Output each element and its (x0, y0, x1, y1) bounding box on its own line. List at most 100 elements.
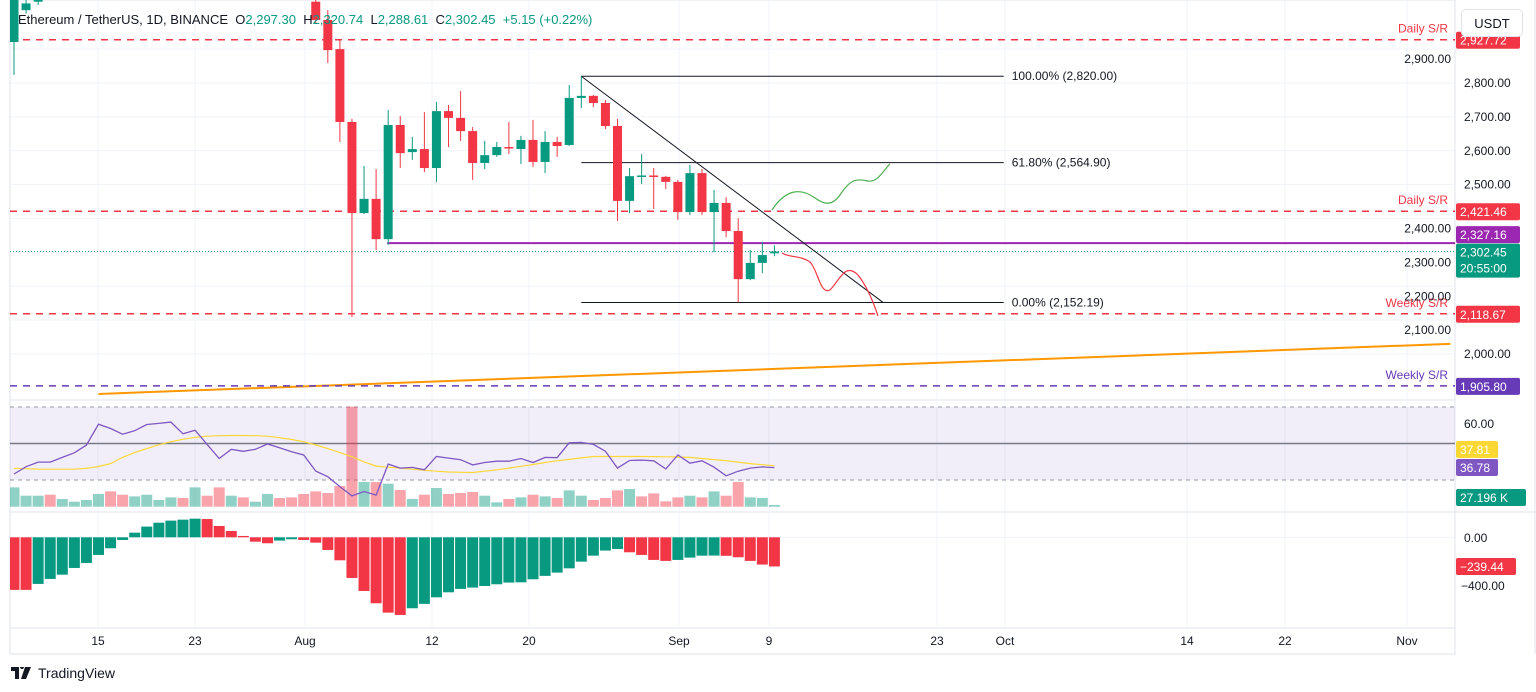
rsi-ma-line (13, 434, 775, 474)
candle (709, 190, 719, 253)
volume-bar (720, 495, 732, 507)
open-value: 2,297.30 (245, 12, 296, 27)
candle (504, 121, 514, 155)
macd-histogram-bar (322, 537, 334, 550)
sr-level-label: Weekly S/R (1386, 296, 1449, 310)
volume-bar (527, 494, 539, 507)
volume-bar (382, 483, 394, 507)
macd-histogram-bar (358, 537, 370, 591)
candle-body (347, 121, 357, 214)
candle (540, 131, 550, 174)
candle-body (733, 231, 743, 280)
candle (335, 38, 345, 142)
candle-body (685, 173, 695, 213)
last-price-tag (1456, 243, 1520, 278)
candle (721, 197, 731, 238)
volume-bar (322, 493, 334, 507)
volume-bar (648, 493, 660, 507)
open-label: O (235, 12, 246, 27)
macd-histogram-bar (430, 537, 442, 598)
volume-bar (334, 486, 346, 507)
volume-bar (56, 499, 68, 507)
macd-histogram-bar (527, 537, 539, 580)
candle-body (311, 1, 321, 20)
candle (311, 0, 321, 24)
volume-bar (153, 500, 165, 507)
volume-bar (32, 495, 44, 507)
macd-histogram-bar (660, 537, 672, 561)
volume-bar (261, 494, 273, 507)
rsi-ma-value-label-tag (1456, 441, 1498, 458)
bullish-projection-path (771, 163, 891, 211)
volume-bar (418, 494, 430, 507)
candle (685, 164, 695, 216)
rsi-line (13, 421, 775, 497)
macd-histogram-bar (261, 537, 273, 544)
time-tick-label: 22 (1278, 634, 1292, 648)
macd-histogram-bar (575, 537, 587, 562)
candle-body (516, 139, 526, 150)
candle (576, 76, 586, 109)
macd-histogram-bar (370, 537, 382, 604)
volume-bar (744, 497, 756, 507)
candle-body (407, 149, 417, 153)
candle-body (323, 19, 333, 51)
candle (468, 127, 478, 180)
macd-zero-label: 0.00 (1464, 531, 1488, 545)
time-tick-label: Sep (668, 634, 690, 648)
candle-body (359, 198, 369, 214)
volume-bar (624, 489, 636, 507)
macd-histogram-bar (44, 537, 56, 579)
candle (407, 136, 417, 160)
time-tick-label: Aug (294, 634, 315, 648)
close-value: 2,302.45 (444, 12, 496, 27)
tradingview-logo[interactable]: TradingView (11, 665, 115, 681)
currency-button[interactable]: USDT (1461, 9, 1523, 37)
volume-bar (274, 498, 286, 507)
candle-body (10, 0, 19, 43)
volume-bar (491, 502, 503, 507)
bar-countdown-label: 20:55:00 (1460, 262, 1507, 276)
candle-body (21, 3, 31, 11)
price-tick-label: 2,100.00 (1404, 323, 1451, 337)
candle-body (395, 125, 405, 154)
macd-histogram-bar (189, 518, 201, 538)
axes: 2,900.00 2,800.00 2,700.00 2,600.00 2,500.00… (91, 31, 1526, 648)
candle (745, 250, 755, 281)
candle (444, 105, 454, 148)
brand-name: TradingView (38, 665, 116, 681)
price-tag-label: 2,927.72 (1460, 34, 1507, 48)
high-label: H (303, 12, 313, 27)
candle-body (613, 126, 622, 201)
price-tick-label: 2,700.00 (1464, 110, 1511, 124)
candle (516, 135, 526, 164)
candle (431, 101, 441, 182)
time-tick-label: 20 (522, 634, 536, 648)
macd-histogram-bar (249, 537, 261, 542)
candle-body (335, 49, 345, 122)
macd-histogram-bar (406, 537, 418, 609)
change-value: +5.15 (+0.22%) (502, 12, 593, 27)
candle-body (661, 176, 671, 182)
volume-bar (672, 497, 684, 507)
support-price-label-tag (1456, 226, 1520, 244)
sr-level-label: Daily S/R (1398, 193, 1448, 207)
candle-body (540, 141, 550, 162)
price-tick-label: 2,900.00 (1404, 52, 1451, 66)
candle-body (33, 0, 43, 2)
macd-histogram-bar (80, 537, 92, 563)
volume-bar (551, 498, 563, 507)
macd-value-label-tag (1456, 558, 1516, 575)
volume-bar (249, 501, 261, 507)
macd-histogram-bar (334, 537, 346, 561)
indicator-panes[interactable] (9, 406, 1456, 615)
macd-histogram-bar (394, 537, 406, 615)
candle-body (431, 111, 441, 169)
macd-histogram-bar (539, 537, 551, 576)
candle-body (552, 141, 562, 147)
price-pane[interactable]: Daily S/R Daily S/R Weekly S/R Weekly S/R 10… (10, 0, 1456, 395)
volume-value-label-tag (1456, 489, 1526, 506)
low-value: 2,288.61 (377, 12, 429, 27)
candle-body (371, 198, 381, 240)
